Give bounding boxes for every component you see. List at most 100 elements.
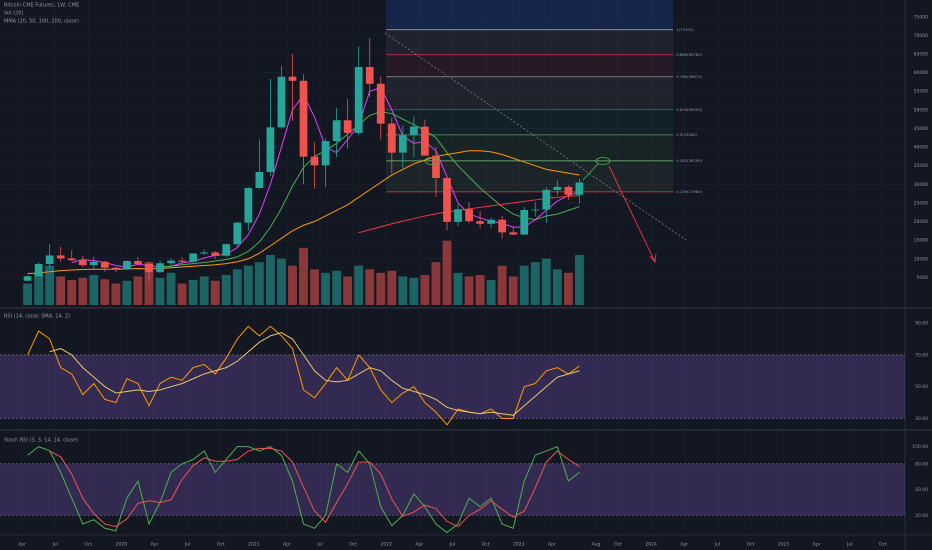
- candle-body: [123, 261, 131, 270]
- volume-bar: [497, 265, 507, 305]
- y-tick-label: 40000: [914, 145, 928, 151]
- indicator-line: [27, 325, 580, 426]
- candle-body: [244, 188, 253, 223]
- volume-bar: [530, 262, 540, 305]
- candle-body: [398, 135, 407, 153]
- volume-bar: [541, 258, 551, 305]
- volume-bar: [453, 272, 463, 305]
- x-tick-label: Oct: [349, 542, 357, 548]
- y-tick-label: 10000: [914, 256, 928, 262]
- band-fill: [0, 354, 905, 419]
- volume-bar: [254, 262, 264, 305]
- fib-label: 0.618(50000): [676, 107, 702, 112]
- fib-extension-zone: [386, 0, 674, 30]
- y-tick-label: 25000: [914, 200, 928, 206]
- fib-zone: [386, 160, 674, 192]
- candle-body: [553, 186, 562, 190]
- x-tick-label: Jul: [184, 542, 190, 548]
- volume-bar: [310, 269, 319, 305]
- candle-body: [200, 252, 209, 254]
- y-tick-label: 30.00: [915, 416, 928, 422]
- x-tick-label: Jul: [51, 542, 57, 548]
- candle-body: [189, 253, 198, 262]
- indicator-line: [49, 332, 580, 416]
- candle-body: [520, 209, 529, 235]
- candle-body: [211, 252, 220, 256]
- volume-bar: [221, 275, 231, 305]
- indicator-line: [27, 445, 580, 534]
- candle-body: [67, 258, 76, 261]
- candle-body: [277, 76, 286, 128]
- x-tick-label: 2024: [645, 542, 657, 548]
- candle-body: [156, 263, 164, 273]
- y-tick-label: 35000: [914, 163, 928, 169]
- volume-bar: [100, 279, 110, 305]
- candle-body: [365, 67, 374, 84]
- candle-body: [531, 209, 540, 211]
- candle-body: [454, 209, 462, 222]
- fib-label: 0.5(43280): [676, 132, 698, 137]
- x-tick-label: Oct: [482, 542, 490, 548]
- candle-body: [343, 120, 352, 133]
- fib-label: 0.382(36290): [676, 158, 702, 163]
- x-tick-label: Oct: [747, 542, 755, 548]
- x-tick-label: Apr: [151, 542, 159, 548]
- band-fill: [0, 463, 905, 516]
- x-tick-label: Apr: [548, 542, 556, 548]
- y-tick-label: 30000: [914, 182, 928, 188]
- y-tick-label: 50.00: [915, 384, 928, 390]
- x-tick-label: Apr: [18, 542, 26, 548]
- candle-body: [145, 263, 153, 273]
- volume-bar: [243, 265, 253, 305]
- candle-body: [476, 221, 484, 224]
- volume-bar: [34, 272, 44, 305]
- x-tick-label: 2020: [116, 542, 128, 548]
- projection-arrow: [582, 163, 599, 181]
- candle-body: [564, 186, 573, 195]
- indicator-label: Stoch RSI (3, 3, 14, 14, close): [4, 438, 78, 444]
- y-tick-label: 55000: [914, 89, 928, 95]
- fib-zone: [386, 134, 674, 161]
- fib-label: 0.786(58870): [676, 74, 702, 79]
- candle-body: [299, 80, 308, 157]
- x-tick-label: Jul: [316, 542, 322, 548]
- volume-bar: [166, 272, 176, 305]
- volume-bar: [563, 272, 573, 305]
- x-tick-label: Jul: [449, 542, 455, 548]
- x-tick-label: Oct: [217, 542, 225, 548]
- volume-bar: [23, 283, 33, 305]
- volume-bar: [442, 240, 452, 305]
- volume-bar: [122, 280, 132, 305]
- y-tick-label: 50.00: [915, 487, 928, 493]
- candle-body: [421, 126, 429, 156]
- plot-layer: 0.236(27960) 0.382(36290) 0.5(43280) 0.618(…: [0, 0, 905, 535]
- y-tick-label: 15000: [914, 238, 928, 244]
- candle-body: [255, 172, 264, 189]
- highlight-circle: [424, 157, 440, 165]
- fib-zone: [386, 54, 674, 77]
- x-tick-label: Oct: [84, 542, 92, 548]
- y-tick-label: 50000: [914, 107, 928, 113]
- price-axis: Apr Jul Oct 2020 Apr Jul Oct 2021 Apr Jul Oct 2022 A…: [18, 14, 928, 547]
- volume-bar: [431, 262, 441, 305]
- y-tick-label: 65000: [914, 51, 928, 57]
- y-tick-label: 45000: [914, 126, 928, 132]
- fib-zone: [386, 76, 674, 110]
- chart-title: Bitcoin CME Futures, 1W, CME: [4, 3, 79, 9]
- volume-bar: [376, 272, 386, 305]
- x-tick-label: Apr: [283, 542, 291, 548]
- x-tick-label: Jul: [714, 542, 720, 548]
- volume-bar: [177, 283, 187, 305]
- indicator-line: [49, 447, 580, 528]
- candle-body: [498, 219, 507, 233]
- x-tick-label: Jul: [846, 542, 852, 548]
- indicator-label: Vol (20): [4, 11, 23, 17]
- volume-bar: [232, 269, 242, 305]
- candle-body: [376, 83, 385, 124]
- volume-bar: [365, 269, 375, 305]
- volume-bar: [155, 277, 165, 305]
- volume-bar: [464, 276, 474, 305]
- volume-bar: [89, 275, 99, 305]
- indicator-label: MMA (20, 50, 100, 200, close): [4, 19, 79, 25]
